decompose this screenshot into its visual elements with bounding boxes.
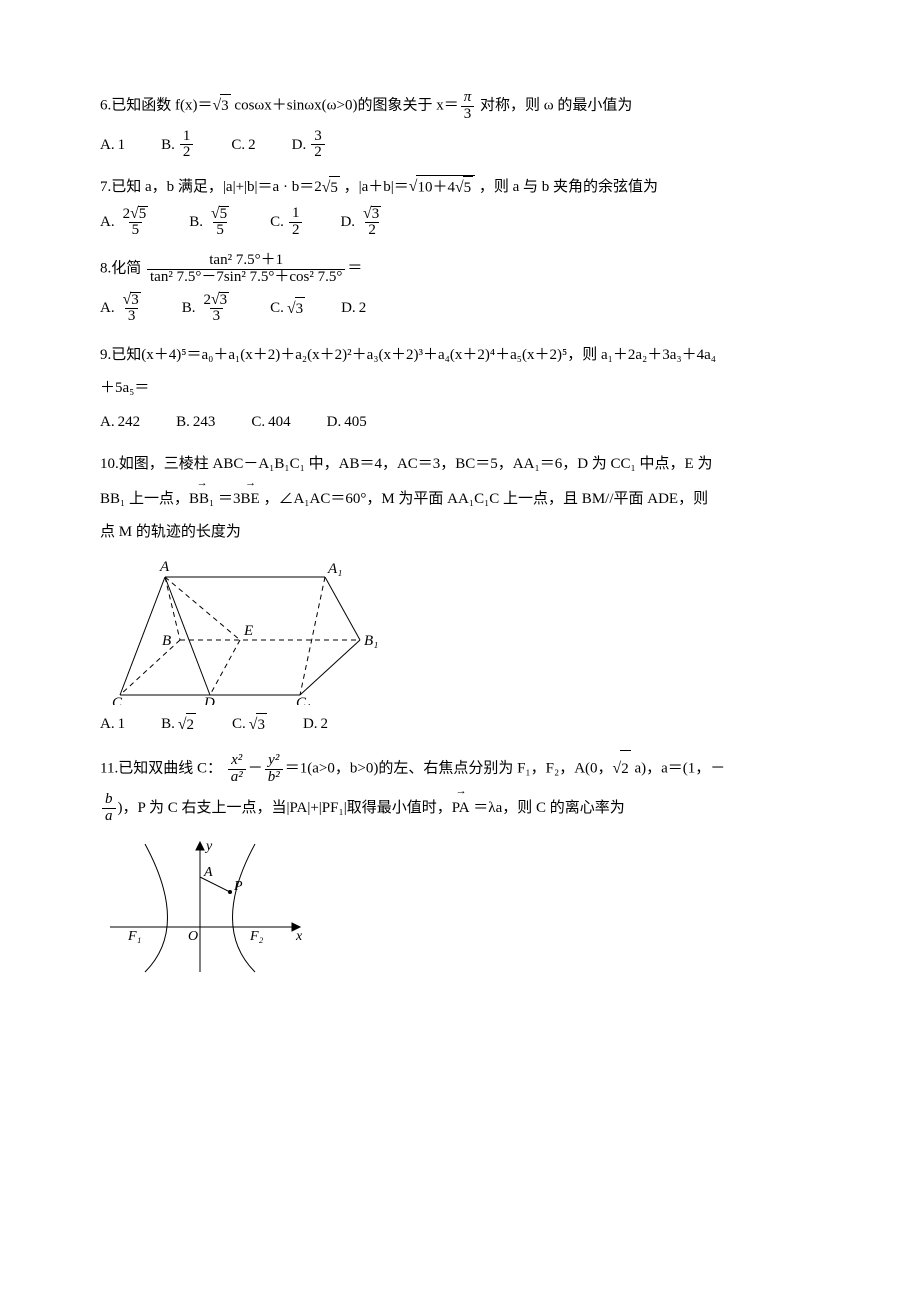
- q7-text-a: 已知 a，b 满足，|a|+|b|＝a · b＝2: [111, 179, 321, 195]
- q6-opt-b: B.12: [161, 129, 195, 162]
- vec-be: BE: [241, 481, 260, 516]
- q10-num: 10.: [100, 456, 119, 472]
- lbl-O: O: [188, 929, 198, 944]
- q11-text-b: (a>0，b>0)的左、右焦点分别为 F₁，F₂，A(0，: [307, 761, 612, 777]
- q10-text-b: BB₁ 上一点，: [100, 491, 189, 507]
- q11-figure: y x A P F₁ F₂ O: [100, 832, 310, 982]
- lbl-A: A: [203, 865, 213, 880]
- q9-opt-d: D.405: [327, 411, 367, 434]
- lbl-C1: C₁: [296, 695, 311, 705]
- q8-opt-a: A.33: [100, 292, 146, 326]
- q8-options: A.33 B.233 C.3 D.2: [100, 292, 820, 326]
- question-10: 10.如图，三棱柱 ABC－A₁B₁C₁ 中，AB＝4，AC＝3，BC＝5，AA…: [100, 448, 820, 737]
- q10-text-d: 点 M 的轨迹的长度为: [100, 524, 241, 540]
- q8-text-b: ＝: [347, 261, 362, 277]
- q7-opt-c: C.12: [270, 206, 304, 239]
- q8-opt-b: B.233: [182, 292, 234, 326]
- q7-stem: 7.已知 a，b 满足，|a|+|b|＝a · b＝25 ，|a＋b|＝10＋4…: [100, 175, 820, 200]
- q10-options: A.1 B.2 C.3 D.2: [100, 713, 820, 737]
- q11-text-d: )，P 为 C 右支上一点，当|PA|+|PF₁|取得最小值时，: [118, 800, 452, 816]
- q6-text-a: 已知函数 f(x)＝: [111, 98, 212, 114]
- lbl-E: E: [243, 623, 253, 639]
- q11-text-e: ＝λa，则 C 的离心率为: [470, 800, 625, 816]
- frac-1-2: 12: [180, 129, 194, 162]
- q11-text-a: 已知双曲线 C：: [118, 761, 222, 777]
- q11-stem: 11.已知双曲线 C： x²a²－y²b²＝1(a>0，b>0)的左、右焦点分别…: [100, 750, 820, 826]
- lbl-x: x: [295, 929, 303, 944]
- q6-opt-d: D.32: [292, 129, 327, 162]
- q8-num: 8.: [100, 261, 111, 277]
- q8-text-a: 化简: [111, 261, 141, 277]
- q6-options: A.1 B.12 C.2 D.32: [100, 129, 820, 162]
- q6-opt-a: A.1: [100, 134, 125, 157]
- q10-opt-a: A.1: [100, 713, 125, 736]
- lbl-A: A: [159, 559, 170, 575]
- question-8: 8.化简 tan² 7.5°＋1 tan² 7.5°－7sin² 7.5°＋co…: [100, 253, 820, 325]
- q9-opt-a: A.242: [100, 411, 140, 434]
- q7-options: A.255 B.55 C.12 D.32: [100, 206, 820, 240]
- q11-text-c: a)，a＝(1，－: [631, 761, 726, 777]
- question-11: 11.已知双曲线 C： x²a²－y²b²＝1(a>0，b>0)的左、右焦点分别…: [100, 750, 820, 982]
- q6-text-c: 对称，则 ω 的最小值为: [476, 98, 632, 114]
- q6-text-b: cosωx＋sinωx(ω>0)的图象关于 x＝: [231, 98, 459, 114]
- q10-figure: A A₁ B B₁ C C₁ D E: [100, 555, 380, 705]
- q7-opt-d: D.32: [340, 206, 386, 240]
- sqrt-5: 5: [322, 176, 340, 200]
- frac-3-2: 32: [311, 129, 325, 162]
- q9-stem: 9.已知(x＋4)⁵＝a₀＋a₁(x＋2)＋a₂(x＋2)²＋a₃(x＋2)³＋…: [100, 339, 820, 405]
- q6-num: 6.: [100, 98, 111, 114]
- lbl-B: B: [162, 633, 171, 649]
- sqrt-3: 3: [213, 94, 231, 118]
- q7-opt-a: A.255: [100, 206, 153, 240]
- q7-num: 7.: [100, 179, 111, 195]
- q7-opt-b: B.55: [189, 206, 234, 240]
- q9-num: 9.: [100, 347, 111, 363]
- vec-bb1: BB₁: [189, 481, 214, 516]
- q6-stem: 6.已知函数 f(x)＝3 cosωx＋sinωx(ω>0)的图象关于 x＝π3…: [100, 90, 820, 123]
- vec-pa: PA: [452, 788, 470, 826]
- q10-opt-b: B.2: [161, 713, 196, 737]
- q10-stem: 10.如图，三棱柱 ABC－A₁B₁C₁ 中，AB＝4，AC＝3，BC＝5，AA…: [100, 448, 820, 549]
- sqrt-10-4r5: 10＋45: [409, 175, 475, 200]
- q9-options: A.242 B.243 C.404 D.405: [100, 411, 820, 434]
- q8-opt-d: D.2: [341, 297, 366, 320]
- inner-sqrt5: 5: [455, 176, 473, 200]
- q10-opt-c: C.3: [232, 713, 267, 737]
- q10-text-c: ，∠A₁AC＝60°，M 为平面 AA₁C₁C 上一点，且 BM//平面 ADE…: [260, 491, 708, 507]
- lbl-P: P: [233, 879, 243, 894]
- question-7: 7.已知 a，b 满足，|a|+|b|＝a · b＝25 ，|a＋b|＝10＋4…: [100, 175, 820, 239]
- q10-opt-d: D.2: [303, 713, 328, 736]
- question-6: 6.已知函数 f(x)＝3 cosωx＋sinωx(ω>0)的图象关于 x＝π3…: [100, 90, 820, 161]
- q10-text-a: 如图，三棱柱 ABC－A₁B₁C₁ 中，AB＝4，AC＝3，BC＝5，AA₁＝6…: [119, 456, 713, 472]
- lbl-F1: F₁: [127, 929, 141, 944]
- frac-pi-3: π3: [461, 90, 475, 123]
- q9-text-b: ＋5a₅＝: [100, 380, 149, 396]
- q9-opt-b: B.243: [176, 411, 215, 434]
- lbl-y: y: [204, 839, 213, 854]
- lbl-F2: F₂: [249, 929, 264, 944]
- q7-text-b: ，|a＋b|＝: [340, 179, 409, 195]
- q11-num: 11.: [100, 761, 118, 777]
- lbl-A1: A₁: [327, 561, 342, 577]
- lbl-C: C: [112, 695, 123, 705]
- q9-text-a: 已知(x＋4)⁵＝a₀＋a₁(x＋2)＋a₂(x＋2)²＋a₃(x＋2)³＋a₄…: [111, 347, 716, 363]
- q6-opt-c: C.2: [231, 134, 255, 157]
- q9-opt-c: C.404: [251, 411, 290, 434]
- q7-text-c: ，则 a 与 b 夹角的余弦值为: [475, 179, 658, 195]
- q8-bigfrac: tan² 7.5°＋1 tan² 7.5°－7sin² 7.5°＋cos² 7.…: [147, 253, 345, 286]
- question-9: 9.已知(x＋4)⁵＝a₀＋a₁(x＋2)＋a₂(x＋2)²＋a₃(x＋2)³＋…: [100, 339, 820, 434]
- q8-stem: 8.化简 tan² 7.5°＋1 tan² 7.5°－7sin² 7.5°＋co…: [100, 253, 820, 286]
- lbl-B1: B₁: [364, 633, 378, 649]
- lbl-D: D: [203, 695, 215, 705]
- q8-opt-c: C.3: [270, 297, 305, 321]
